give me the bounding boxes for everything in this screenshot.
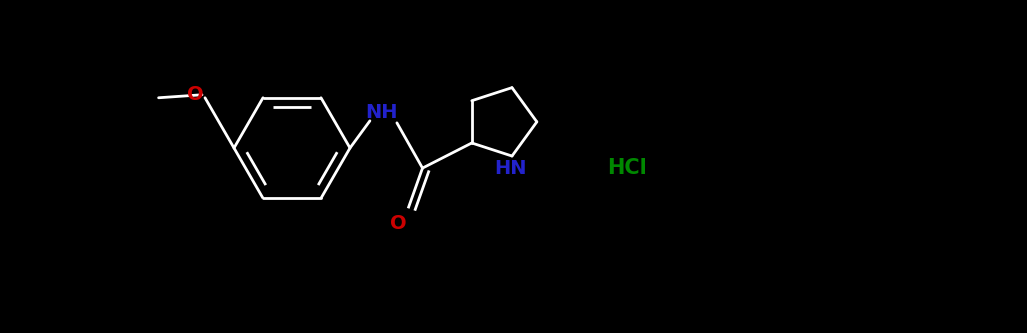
- Text: HN: HN: [494, 159, 526, 177]
- Text: NH: NH: [366, 103, 398, 122]
- Text: O: O: [187, 85, 203, 104]
- Text: HCl: HCl: [607, 158, 647, 178]
- Text: O: O: [390, 214, 407, 233]
